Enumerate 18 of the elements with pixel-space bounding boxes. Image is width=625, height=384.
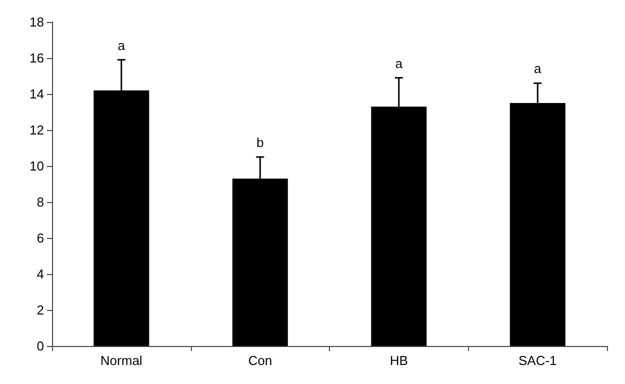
y-tick-label: 16 (30, 50, 44, 66)
annotation: b (256, 135, 264, 150)
x-tick-label: Con (248, 353, 272, 368)
annotation: a (118, 38, 126, 53)
y-tick-label: 18 (30, 14, 44, 30)
y-tick-label: 4 (36, 266, 44, 282)
y-tick-label: 12 (30, 122, 44, 138)
x-tick-label: SAC-1 (518, 353, 557, 368)
annotation: a (395, 56, 404, 71)
x-tick-label: Normal (100, 353, 142, 368)
y-tick-label: 8 (36, 194, 44, 210)
y-tick-label: 0 (36, 338, 44, 354)
y-tick-label: 6 (36, 230, 44, 246)
y-tick-label: 2 (36, 302, 44, 318)
x-tick-label: HB (390, 353, 408, 368)
y-tick-label: 14 (30, 86, 44, 102)
y-tick-label: 10 (30, 158, 44, 174)
annotation: a (534, 61, 542, 76)
